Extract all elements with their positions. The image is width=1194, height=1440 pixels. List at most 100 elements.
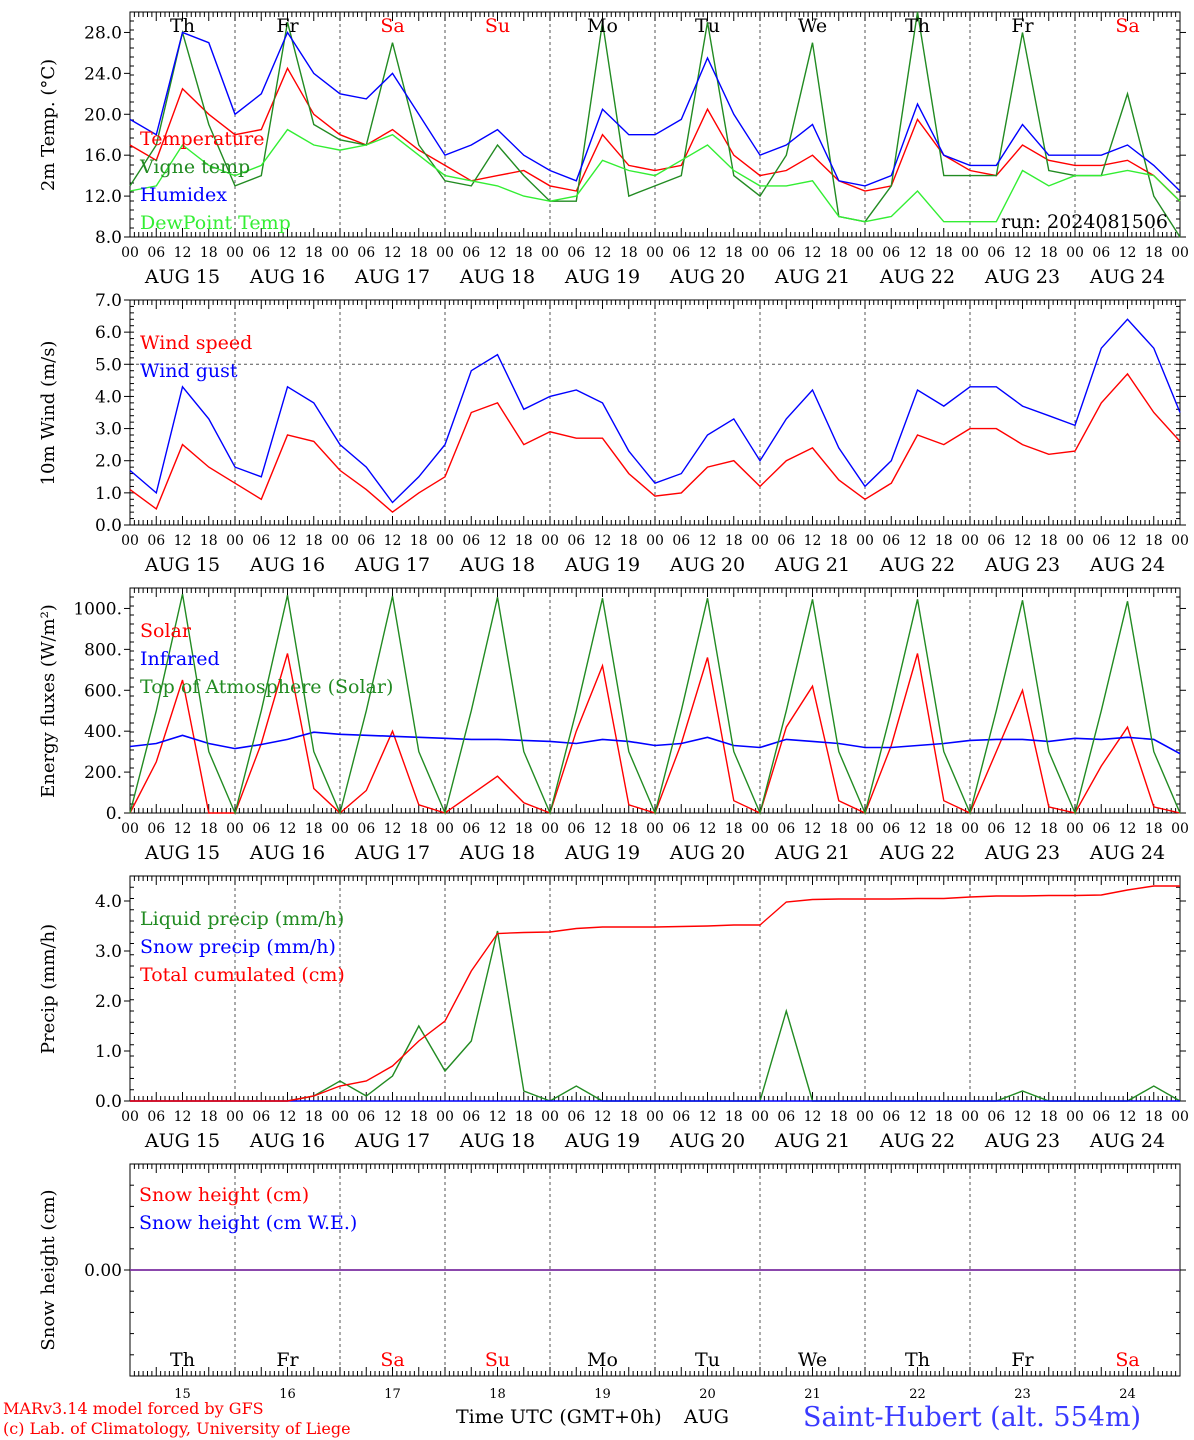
hour-tick-label: 12 [1119,245,1137,261]
hour-tick-label: 06 [1092,245,1110,261]
hour-tick-label: 18 [305,1109,323,1125]
hour-tick-label: 12 [279,245,297,261]
hour-tick-label: 06 [357,533,375,549]
hour-tick-label: 12 [804,1109,822,1125]
day-number: 15 [174,1387,191,1402]
day-label: AUG 23 [984,266,1060,288]
weekday-label: Tu [695,15,720,37]
legend-entry: Snow precip (mm/h) [140,936,336,958]
hour-tick-label: 00 [961,245,979,261]
legend-entry: Infrared [140,648,220,670]
month-label: AUG [684,1406,729,1428]
hour-tick-label: 18 [1040,533,1058,549]
y-tick-label: 8.0 [95,228,122,248]
hour-tick-label: 18 [620,533,638,549]
hour-tick-label: 18 [620,245,638,261]
day-label: AUG 23 [984,1130,1060,1152]
hour-tick-label: 12 [1014,821,1032,837]
day-label: AUG 22 [879,842,955,864]
hour-tick-label: 06 [567,1109,585,1125]
y-tick-label: 2.0 [95,452,122,472]
hour-tick-label: 18 [620,821,638,837]
legend-entry: Wind speed [140,332,252,354]
day-label: AUG 18 [459,554,535,576]
hour-tick-label: 18 [410,821,428,837]
hour-tick-label: 00 [646,1109,664,1125]
hour-tick-label: 06 [672,1109,690,1125]
hour-tick-label: 18 [515,821,533,837]
hour-tick-label: 00 [436,1109,454,1125]
day-number: 21 [804,1387,821,1402]
hour-tick-label: 06 [882,533,900,549]
day-number: 19 [594,1387,611,1402]
y-tick-label: 800. [84,640,122,660]
day-label: AUG 17 [354,842,430,864]
hour-tick-label: 06 [462,1109,480,1125]
hour-tick-label: 18 [1145,1109,1163,1125]
hour-tick-label: 18 [305,245,323,261]
hour-tick-label: 00 [541,1109,559,1125]
hour-tick-label: 12 [594,821,612,837]
hour-tick-label: 12 [594,1109,612,1125]
hour-tick-label: 00 [541,821,559,837]
hour-tick-label: 18 [1145,533,1163,549]
hour-tick-label: 06 [1092,821,1110,837]
hour-tick-label: 12 [909,245,927,261]
hour-tick-label: 12 [594,245,612,261]
hour-tick-label: 12 [489,533,507,549]
hour-tick-label: 06 [567,821,585,837]
legend-entry: Vigne temp [139,156,250,178]
hour-tick-label: 00 [751,245,769,261]
y-tick-label: 200. [84,763,122,783]
hour-tick-label: 00 [121,821,139,837]
hour-tick-label: 18 [305,821,323,837]
legend-entry: Temperature [140,128,264,150]
hour-tick-label: 00 [1171,245,1189,261]
hour-tick-label: 18 [935,245,953,261]
weekday-label: We [798,15,827,37]
hour-tick-label: 06 [147,821,165,837]
hour-tick-label: 18 [620,1109,638,1125]
weekday-label: Sa [380,15,404,37]
day-label: AUG 16 [249,554,325,576]
hour-tick-label: 18 [725,245,743,261]
day-label: AUG 24 [1089,842,1165,864]
hour-tick-label: 06 [777,533,795,549]
y-tick-label: 0.0 [95,1092,122,1112]
hour-tick-label: 12 [489,245,507,261]
day-label: AUG 24 [1089,1130,1165,1152]
hour-tick-label: 00 [961,821,979,837]
series-line-vigne-temp [129,11,1181,238]
hour-tick-label: 18 [1040,821,1058,837]
y-axis-label: Energy fluxes (W/m²) [38,604,59,798]
hour-tick-label: 00 [121,245,139,261]
panel-4: 0.0 1.0 2.0 3.0 4.0 Precip (mm/h) 00 06 12 18 00 06… [38,875,1189,1152]
hour-tick-label: 18 [935,821,953,837]
hour-tick-label: 18 [410,1109,428,1125]
hour-tick-label: 00 [856,533,874,549]
day-label: AUG 17 [354,1130,430,1152]
weekday-label: Su [485,15,510,37]
series-line-wind-speed [129,372,1181,513]
y-tick-label: 20.0 [84,105,122,125]
hour-tick-label: 18 [200,1109,218,1125]
hour-tick-label: 12 [699,821,717,837]
y-tick-label: 1.0 [95,1042,122,1062]
hour-tick-label: 00 [646,533,664,549]
station-title: Saint-Hubert (alt. 554m) [803,1402,1142,1433]
day-number: 18 [489,1387,506,1402]
hour-tick-label: 00 [331,245,349,261]
hour-tick-label: 06 [252,1109,270,1125]
hour-tick-label: 00 [1171,533,1189,549]
weekday-label: Mo [587,15,618,37]
panel-3: 0. 200. 400. 600. 800. 1000. Energy fluxes (W/… [38,587,1189,864]
hour-tick-label: 12 [279,821,297,837]
hour-tick-label: 18 [830,533,848,549]
day-label: AUG 20 [669,266,745,288]
day-label: AUG 20 [669,1130,745,1152]
day-label: AUG 22 [879,554,955,576]
y-tick-label: 1.0 [95,484,122,504]
hour-tick-label: 00 [436,533,454,549]
y-tick-label: 24.0 [84,64,122,84]
hour-tick-label: 06 [987,533,1005,549]
